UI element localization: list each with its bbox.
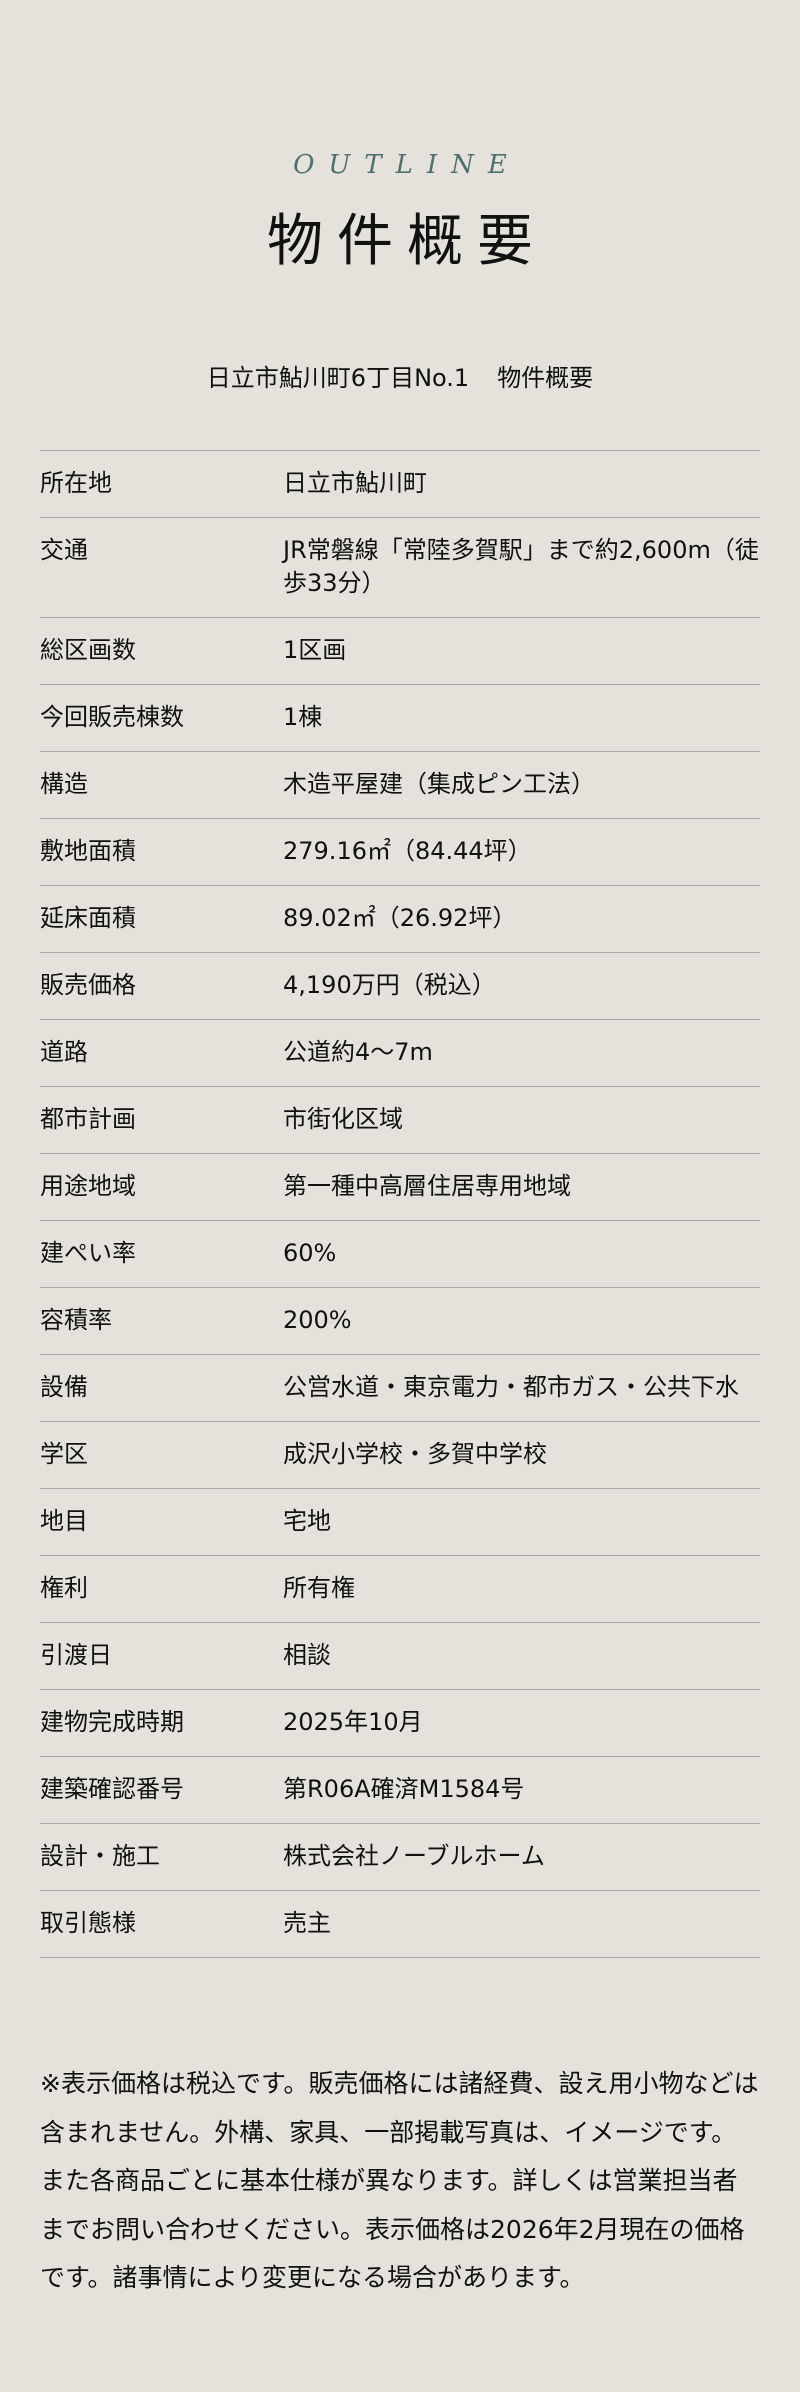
row-label: 容積率 xyxy=(40,1287,280,1355)
subtitle-place: 日立市鮎川町6丁目No.1 xyxy=(206,364,470,392)
row-label: 今回販売棟数 xyxy=(40,684,280,752)
row-value: 第一種中高層住居専用地域 xyxy=(280,1153,760,1221)
table-row: 学区 成沢小学校・多賀中学校 xyxy=(40,1421,760,1489)
row-value: 公営水道・東京電力・都市ガス・公共下水 xyxy=(280,1354,760,1422)
row-value: 60% xyxy=(280,1220,760,1288)
table-row: 設計・施工 株式会社ノーブルホーム xyxy=(40,1823,760,1891)
row-label: 総区画数 xyxy=(40,617,280,685)
row-label: 延床面積 xyxy=(40,885,280,953)
row-label: 道路 xyxy=(40,1019,280,1087)
table-row: 総区画数 1区画 xyxy=(40,617,760,685)
row-value: 売主 xyxy=(280,1890,760,1958)
row-label: 販売価格 xyxy=(40,952,280,1020)
table-row: 引渡日 相談 xyxy=(40,1622,760,1690)
table-row: 建物完成時期 2025年10月 xyxy=(40,1689,760,1757)
row-label: 用途地域 xyxy=(40,1153,280,1221)
table-row: 道路 公道約4〜7m xyxy=(40,1019,760,1087)
row-label: 引渡日 xyxy=(40,1622,280,1690)
row-label: 都市計画 xyxy=(40,1086,280,1154)
row-value: 成沢小学校・多賀中学校 xyxy=(280,1421,760,1489)
subtitle-suffix: 物件概要 xyxy=(497,364,594,392)
row-value: 木造平屋建（集成ピン工法） xyxy=(280,751,760,819)
row-value: 279.16㎡（84.44坪） xyxy=(280,818,760,886)
row-label: 構造 xyxy=(40,751,280,819)
section-eyebrow: OUTLINE xyxy=(293,150,521,180)
row-value: 2025年10月 xyxy=(280,1689,760,1757)
row-label: 交通 xyxy=(40,517,280,618)
disclaimer-notes: ※表示価格は税込です。販売価格には諸経費、設え用小物などは含まれません。外構、家… xyxy=(40,2069,759,2292)
table-row: 地目 宅地 xyxy=(40,1488,760,1556)
table-row: 交通 JR常磐線「常陸多賀駅」まで約2,600m（徒歩33分） xyxy=(40,517,760,618)
page-title: 物件概要 xyxy=(267,209,547,274)
row-value: 市街化区域 xyxy=(280,1086,760,1154)
table-row: 敷地面積 279.16㎡（84.44坪） xyxy=(40,818,760,886)
table-row: 延床面積 89.02㎡（26.92坪） xyxy=(40,885,760,953)
row-value: 宅地 xyxy=(280,1488,760,1556)
row-label: 設計・施工 xyxy=(40,1823,280,1891)
row-value: 4,190万円（税込） xyxy=(280,952,760,1020)
row-label: 権利 xyxy=(40,1555,280,1623)
row-label: 地目 xyxy=(40,1488,280,1556)
row-label: 建築確認番号 xyxy=(40,1756,280,1824)
row-label: 取引態様 xyxy=(40,1890,280,1958)
row-value: 200% xyxy=(280,1287,760,1355)
table-row: 建築確認番号 第R06A確済M1584号 xyxy=(40,1756,760,1824)
row-value: 第R06A確済M1584号 xyxy=(280,1756,760,1824)
table-row: 設備 公営水道・東京電力・都市ガス・公共下水 xyxy=(40,1354,760,1422)
table-row: 取引態様 売主 xyxy=(40,1890,760,1958)
table-row: 建ぺい率 60% xyxy=(40,1220,760,1288)
row-value: 相談 xyxy=(280,1622,760,1690)
row-value: 公道約4〜7m xyxy=(280,1019,760,1087)
row-label: 学区 xyxy=(40,1421,280,1489)
table-row: 所在地 日立市鮎川町 xyxy=(40,450,760,518)
table-row: 容積率 200% xyxy=(40,1287,760,1355)
row-label: 建ぺい率 xyxy=(40,1220,280,1288)
table-row: 販売価格 4,190万円（税込） xyxy=(40,952,760,1020)
row-value: 株式会社ノーブルホーム xyxy=(280,1823,760,1891)
row-value: 1棟 xyxy=(280,684,760,752)
row-label: 敷地面積 xyxy=(40,818,280,886)
table-row: 用途地域 第一種中高層住居専用地域 xyxy=(40,1153,760,1221)
row-label: 設備 xyxy=(40,1354,280,1422)
property-outline-table: 所在地 日立市鮎川町 交通 JR常磐線「常陸多賀駅」まで約2,600m（徒歩33分）総… xyxy=(40,450,760,1958)
property-subtitle: 日立市鮎川町6丁目No.1 物件概要 xyxy=(0,358,800,393)
row-value: 日立市鮎川町 xyxy=(280,450,760,518)
row-label: 所在地 xyxy=(40,450,280,518)
row-value: 1区画 xyxy=(280,617,760,685)
row-value: JR常磐線「常陸多賀駅」まで約2,600m（徒歩33分） xyxy=(280,517,760,618)
row-label: 建物完成時期 xyxy=(40,1689,280,1757)
row-value: 89.02㎡（26.92坪） xyxy=(280,885,760,953)
row-value: 所有権 xyxy=(280,1555,760,1623)
table-row: 都市計画 市街化区域 xyxy=(40,1086,760,1154)
table-row: 構造 木造平屋建（集成ピン工法） xyxy=(40,751,760,819)
table-row: 今回販売棟数 1棟 xyxy=(40,684,760,752)
table-row: 権利 所有権 xyxy=(40,1555,760,1623)
